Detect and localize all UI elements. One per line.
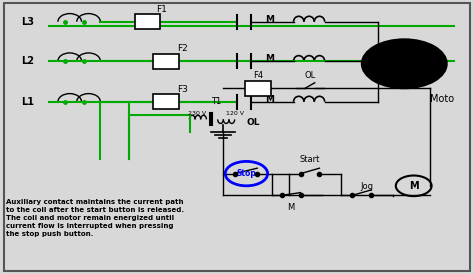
Text: M: M — [265, 54, 274, 63]
Text: Stop: Stop — [237, 169, 256, 178]
Circle shape — [362, 39, 447, 88]
Text: M: M — [265, 95, 274, 104]
Text: 230 V: 230 V — [188, 112, 206, 116]
Text: OFF: OFF — [396, 54, 413, 63]
FancyBboxPatch shape — [154, 54, 179, 68]
Text: L1: L1 — [21, 97, 34, 107]
Text: OL: OL — [304, 70, 316, 79]
Text: F1: F1 — [156, 5, 167, 14]
Text: L2: L2 — [21, 56, 34, 66]
Text: M: M — [265, 15, 274, 24]
Text: Jog: Jog — [360, 182, 373, 191]
Text: L3: L3 — [21, 17, 34, 27]
Text: Start: Start — [300, 155, 320, 164]
Text: M: M — [409, 181, 419, 191]
Text: F4: F4 — [253, 70, 263, 79]
FancyBboxPatch shape — [135, 14, 160, 29]
Text: F2: F2 — [177, 44, 188, 53]
Text: 120 V: 120 V — [226, 112, 244, 116]
FancyBboxPatch shape — [245, 81, 271, 96]
Text: F3: F3 — [177, 85, 188, 94]
Text: OL: OL — [247, 118, 260, 127]
FancyBboxPatch shape — [154, 94, 179, 109]
Text: T1: T1 — [210, 97, 221, 106]
Text: M: M — [288, 204, 295, 212]
Text: Moto: Moto — [430, 94, 454, 104]
Text: Auxiliary contact maintains the current path
to the coil after the start button : Auxiliary contact maintains the current … — [6, 199, 184, 237]
